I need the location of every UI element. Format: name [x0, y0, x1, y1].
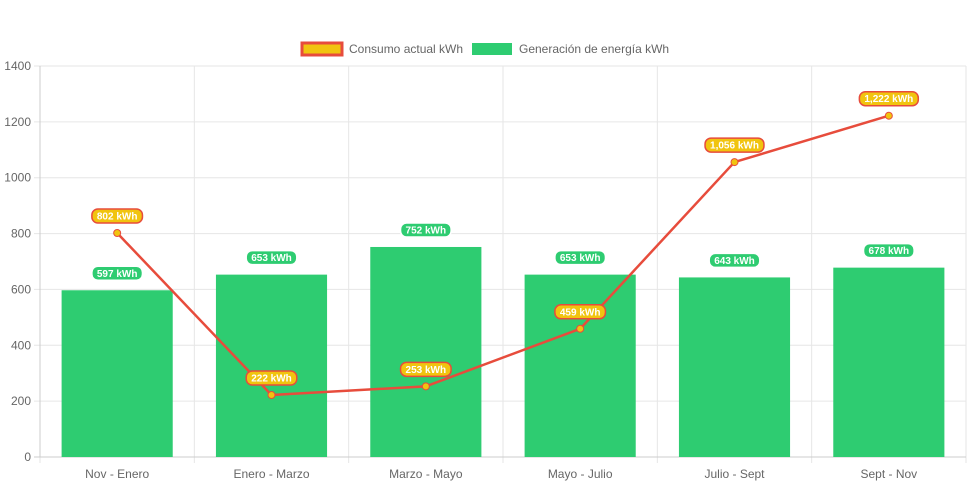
- generation-data-label: 752 kWh: [399, 222, 452, 238]
- consumption-data-label-text: 253 kWh: [406, 365, 447, 376]
- generation-data-label-text: 653 kWh: [560, 253, 601, 264]
- consumption-data-label-background: [399, 361, 452, 378]
- consumption-point: [267, 390, 276, 399]
- generation-bar: [370, 246, 482, 457]
- y-tick-label: 1200: [4, 115, 31, 129]
- generation-bar: [524, 274, 636, 457]
- generation-bar: [61, 290, 173, 457]
- legend-label-generation: Generación de energía kWh: [519, 42, 669, 56]
- consumption-data-label-text: 1,056 kWh: [710, 141, 759, 152]
- consumption-data-label-background: [858, 90, 920, 107]
- generation-data-label-text: 597 kWh: [97, 269, 138, 280]
- consumption-point: [421, 382, 430, 391]
- consumption-data-label-background: [91, 208, 144, 224]
- generation-data-label-background: [399, 222, 452, 238]
- consumption-point: [730, 158, 739, 167]
- legend-item-generation[interactable]: Generación de energía kWh: [472, 42, 669, 56]
- consumption-data-label: 253 kWh: [399, 361, 452, 378]
- y-tick-label: 1000: [4, 171, 31, 185]
- generation-data-label-text: 752 kWh: [406, 225, 447, 236]
- x-tick-label: Nov - Enero: [85, 467, 149, 481]
- consumption-data-label-background: [245, 370, 298, 386]
- y-tick-label: 1400: [4, 59, 31, 73]
- consumption-point: [576, 324, 585, 333]
- generation-data-label-background: [245, 249, 298, 266]
- x-tick-label: Sept - Nov: [860, 467, 917, 481]
- generation-data-label: 643 kWh: [708, 252, 761, 269]
- consumption-data-label-text: 1,222 kWh: [864, 94, 913, 105]
- consumption-data-label: 459 kWh: [554, 304, 607, 320]
- generation-data-label-text: 653 kWh: [251, 253, 292, 264]
- generation-data-label: 597 kWh: [91, 265, 144, 282]
- legend-label-consumption: Consumo actual kWh: [349, 42, 463, 56]
- consumption-data-label: 1,056 kWh: [704, 137, 765, 153]
- x-tick-label: Julio - Sept: [704, 467, 765, 481]
- x-tick-label: Mayo - Julio: [548, 467, 613, 481]
- y-axis: 0 200 400 600 800 1000 1200 1400: [4, 59, 41, 464]
- consumption-line-series: [113, 111, 893, 399]
- generation-bar: [215, 274, 328, 457]
- generation-data-labels: 597 kWh 653 kWh 752 kWh 653 kWh 643 kWh 678 k…: [91, 222, 915, 282]
- consumption-data-label-text: 459 kWh: [560, 307, 601, 318]
- chart-legend: Consumo actual kWh Generación de energía …: [300, 41, 669, 57]
- legend-swatch-consumption: [300, 41, 344, 57]
- consumption-data-labels: 802 kWh 222 kWh 253 kWh 459 kWh 1,056 kWh 1,2…: [91, 90, 920, 386]
- consumption-point: [884, 111, 893, 120]
- generation-bar: [678, 277, 791, 457]
- generation-data-label: 678 kWh: [862, 242, 915, 259]
- consumption-data-label-background: [704, 137, 765, 153]
- generation-bars: [61, 246, 945, 457]
- consumption-data-label: 222 kWh: [245, 370, 298, 386]
- generation-data-label-background: [554, 249, 607, 266]
- x-tick-label: Enero - Marzo: [233, 467, 309, 481]
- x-axis: Nov - Enero Enero - Marzo Marzo - Mayo Mayo…: [34, 456, 966, 481]
- consumption-line: [116, 114, 890, 397]
- generation-data-label-text: 643 kWh: [714, 256, 755, 267]
- generation-data-label: 653 kWh: [554, 249, 607, 266]
- chart-grid: [34, 65, 967, 463]
- consumption-data-label-text: 802 kWh: [97, 212, 138, 223]
- generation-data-label-background: [91, 265, 144, 282]
- x-tick-label: Marzo - Mayo: [389, 467, 463, 481]
- y-tick-label: 800: [11, 227, 31, 241]
- generation-data-label-background: [862, 242, 915, 259]
- y-tick-label: 400: [11, 338, 31, 352]
- generation-data-label-background: [708, 252, 761, 269]
- y-tick-label: 200: [11, 394, 31, 408]
- generation-bar: [833, 267, 945, 457]
- consumption-point: [113, 229, 122, 238]
- consumption-data-label: 1,222 kWh: [858, 90, 920, 107]
- y-tick-label: 0: [24, 450, 31, 464]
- consumption-data-label-background: [554, 304, 607, 320]
- legend-item-consumption[interactable]: Consumo actual kWh: [300, 41, 463, 57]
- consumption-data-label-text: 222 kWh: [251, 373, 292, 384]
- generation-data-label: 653 kWh: [245, 249, 298, 266]
- y-tick-label: 600: [11, 282, 31, 296]
- consumption-data-label: 802 kWh: [91, 208, 144, 224]
- legend-swatch-generation: [472, 43, 512, 55]
- generation-data-label-text: 678 kWh: [869, 246, 910, 257]
